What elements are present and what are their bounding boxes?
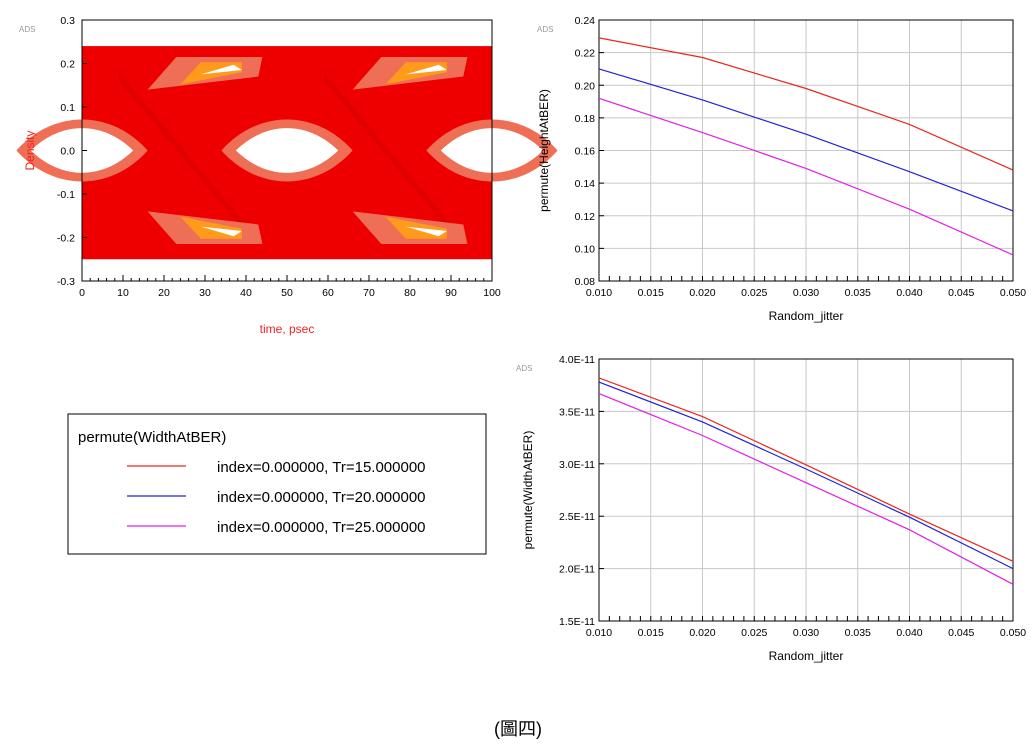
x-tick-label: 0.015 [638, 287, 664, 299]
x-tick-label: 0.025 [741, 627, 767, 639]
height-at-ber-plot: 0.08 0.10 0.12 0.14 0.16 0.18 0.20 0.22 0.24 0.01… [537, 15, 1026, 323]
eye-diagram-plot: 0 10 20 30 40 50 60 70 80 90 100 -0.3 -0.2 -0.1 0.0 0.1… [16, 15, 558, 336]
x-tick-label: 40 [240, 287, 252, 299]
x-tick-label: 0.030 [793, 627, 819, 639]
ads-badge: ADS [537, 25, 553, 34]
x-tick-label: 0.010 [586, 287, 612, 299]
y-tick-label: 0.2 [60, 59, 75, 71]
x-tick-label: 70 [363, 287, 375, 299]
plot-frame [598, 358, 1014, 622]
series-line-3 [598, 97, 1014, 256]
x-tick-label: 100 [483, 287, 501, 299]
y-tick-label: 3.0E-11 [559, 459, 595, 471]
series-line-1 [598, 377, 1014, 562]
x-tick-label: 0.010 [586, 627, 612, 639]
x-tick-label: 0.025 [741, 287, 767, 299]
x-axis-label: Random_jitter [769, 309, 844, 323]
x-tick-label: 60 [322, 287, 334, 299]
y-tick-label: 0.24 [575, 15, 596, 27]
y-tick-label: 0.22 [575, 48, 596, 60]
x-tick-label: 20 [158, 287, 170, 299]
y-tick-label: -0.2 [57, 233, 75, 245]
series-line-3 [598, 393, 1014, 585]
legend-label-2: index=0.000000, Tr=20.000000 [217, 489, 426, 506]
x-tick-label: 0.050 [1000, 627, 1026, 639]
x-axis-label: time, psec [260, 322, 315, 336]
x-tick-label: 0.050 [1000, 287, 1026, 299]
y-tick-label: 0.18 [575, 113, 596, 125]
y-tick-label: 0.20 [575, 80, 596, 92]
upper-wedge-1-peak [200, 64, 242, 75]
y-tick-label: 0.12 [575, 211, 596, 223]
series-line-2 [598, 381, 1014, 570]
width-at-ber-plot: 1.5E-11 2.0E-11 2.5E-11 3.0E-11 3.5E-11 4.0E-… [516, 354, 1026, 663]
series-line-1 [598, 37, 1014, 171]
lower-wedge-1-peak [200, 226, 242, 237]
x-tick-label: 30 [199, 287, 211, 299]
y-axis-label: permute(WidthAtBER) [521, 431, 535, 550]
y-tick-label: 3.5E-11 [559, 406, 595, 418]
figure-caption: (圖四) [494, 719, 542, 739]
legend-title: permute(WidthAtBER) [78, 429, 226, 446]
legend-label-3: index=0.000000, Tr=25.000000 [217, 519, 426, 536]
x-tick-label: 10 [117, 287, 129, 299]
x-tick-label: 0.045 [948, 627, 974, 639]
y-tick-label: 2.5E-11 [559, 511, 595, 523]
x-tick-label: 0.020 [689, 627, 715, 639]
x-tick-label: 80 [404, 287, 416, 299]
x-tick-label: 50 [281, 287, 293, 299]
x-tick-label: 0 [79, 287, 85, 299]
x-tick-label: 0.035 [845, 287, 871, 299]
y-tick-label: 0.16 [575, 146, 596, 158]
y-tick-label: 0.0 [60, 146, 75, 158]
y-tick-label: 1.5E-11 [559, 616, 595, 628]
eye-center-opening [235, 128, 339, 173]
x-tick-label: 0.020 [689, 287, 715, 299]
y-tick-label: 2.0E-11 [559, 564, 595, 576]
lower-wedge-2-peak [405, 226, 447, 237]
x-axis-label: Random_jitter [769, 649, 844, 663]
y-axis-label: permute(HeightAtBER) [537, 89, 551, 212]
upper-wedge-2-peak [405, 64, 447, 75]
y-tick-label: 0.1 [60, 102, 75, 114]
series-line-2 [598, 68, 1014, 212]
legend-label-1: index=0.000000, Tr=15.000000 [217, 459, 426, 476]
y-tick-label: 4.0E-11 [559, 354, 595, 366]
x-tick-label: 90 [445, 287, 457, 299]
x-tick-label: 0.035 [845, 627, 871, 639]
y-tick-label: 0.14 [575, 178, 596, 190]
y-tick-label: 0.10 [575, 243, 596, 255]
legend-items: index=0.000000, Tr=15.000000 index=0.0000… [127, 459, 426, 536]
y-tick-label: -0.3 [57, 276, 75, 288]
crossing-trace-2 [323, 72, 456, 238]
ads-badge: ADS [19, 25, 35, 34]
x-tick-label: 0.040 [896, 627, 922, 639]
x-tick-label: 0.040 [896, 287, 922, 299]
legend-frame [67, 413, 487, 555]
x-tick-label: 0.030 [793, 287, 819, 299]
crossing-trace-1 [118, 72, 251, 238]
y-axis-label: Density [23, 130, 37, 170]
y-tick-label: 0.3 [60, 15, 75, 27]
x-tick-label: 0.045 [948, 287, 974, 299]
legend-box: permute(WidthAtBER) index=0.000000, Tr=1… [67, 413, 487, 555]
y-tick-label: 0.08 [575, 276, 596, 288]
y-tick-label: -0.1 [57, 189, 75, 201]
x-tick-label: 0.015 [638, 627, 664, 639]
ads-badge: ADS [516, 364, 532, 373]
